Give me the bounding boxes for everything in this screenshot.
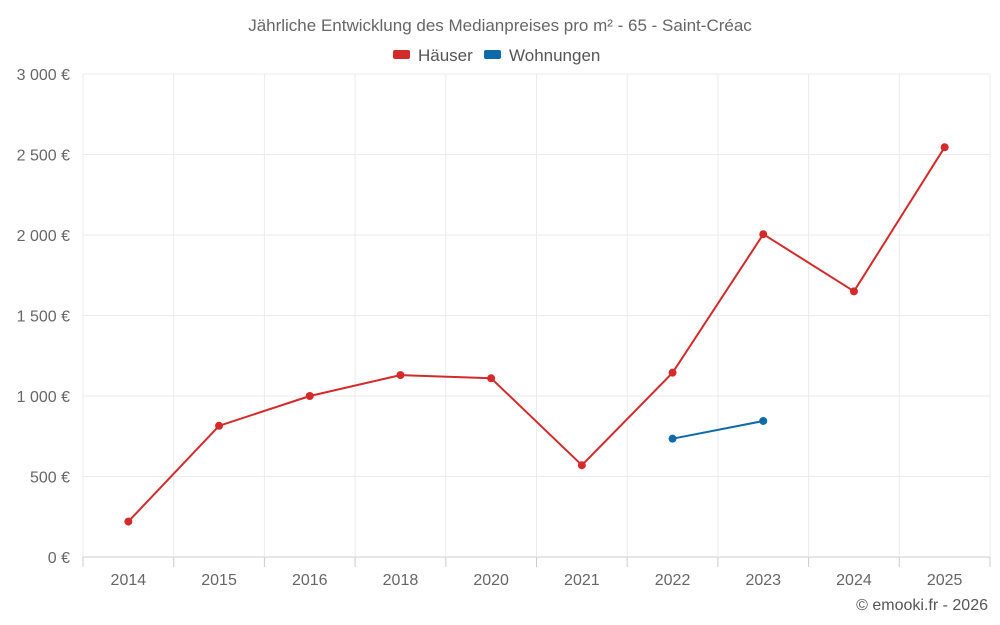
x-tick-label: 2021 [564,572,600,589]
series-line-haeuser [127,146,946,523]
series-line-wohnungen [672,420,764,440]
x-tick-label: 2014 [111,572,147,589]
y-tick-label: 1 500 € [17,309,70,326]
data-point-haeuser [668,368,677,377]
y-tick-label: 1 000 € [17,389,70,406]
x-tick-label: 2020 [473,572,509,589]
legend-swatch-wohnungen [484,50,501,59]
x-tick-label: 2015 [201,572,237,589]
credit-text: © emooki.fr - 2026 [856,597,988,614]
x-tick-label: 2016 [292,572,328,589]
data-point-haeuser [124,517,133,526]
legend-item-wohnungen[interactable]: Wohnungen [484,46,600,65]
data-point-wohnungen [759,416,768,425]
y-tick-label: 2 000 € [17,228,70,245]
legend-label-wohnungen: Wohnungen [509,46,600,65]
x-tick-label: 2018 [383,572,419,589]
data-point-haeuser [215,421,224,430]
data-point-haeuser [487,374,496,383]
legend-item-haeuser[interactable]: Häuser [393,46,473,65]
y-tick-label: 0 € [48,550,70,567]
data-point-wohnungen [668,434,677,443]
y-tick-label: 2 500 € [17,148,70,165]
x-tick-label: 2023 [745,572,781,589]
data-point-haeuser [577,461,586,470]
data-point-haeuser [849,287,858,296]
series-group [124,143,949,526]
x-tick-label: 2024 [836,572,872,589]
y-tick-label: 500 € [30,470,70,487]
y-tick-label: 3 000 € [17,67,70,84]
x-tick-label: 2025 [927,572,963,589]
chart-title: Jährliche Entwicklung des Medianpreises … [248,16,752,35]
legend-swatch-haeuser [393,50,410,59]
legend-label-haeuser: Häuser [418,46,473,65]
data-point-haeuser [759,230,768,239]
grid [82,73,991,567]
data-point-haeuser [940,143,949,152]
data-point-haeuser [305,392,314,400]
y-axis-labels: 0 € 500 € 1 000 € 1 500 € 2 000 € 2 500 € 3 00… [17,67,70,567]
x-tick-label: 2022 [655,572,691,589]
data-point-haeuser [396,371,405,380]
x-axis-labels: 2014 2015 2016 2018 2020 2021 2022 2023 2024 2025 [111,572,963,589]
legend: Häuser Wohnungen [393,46,600,65]
